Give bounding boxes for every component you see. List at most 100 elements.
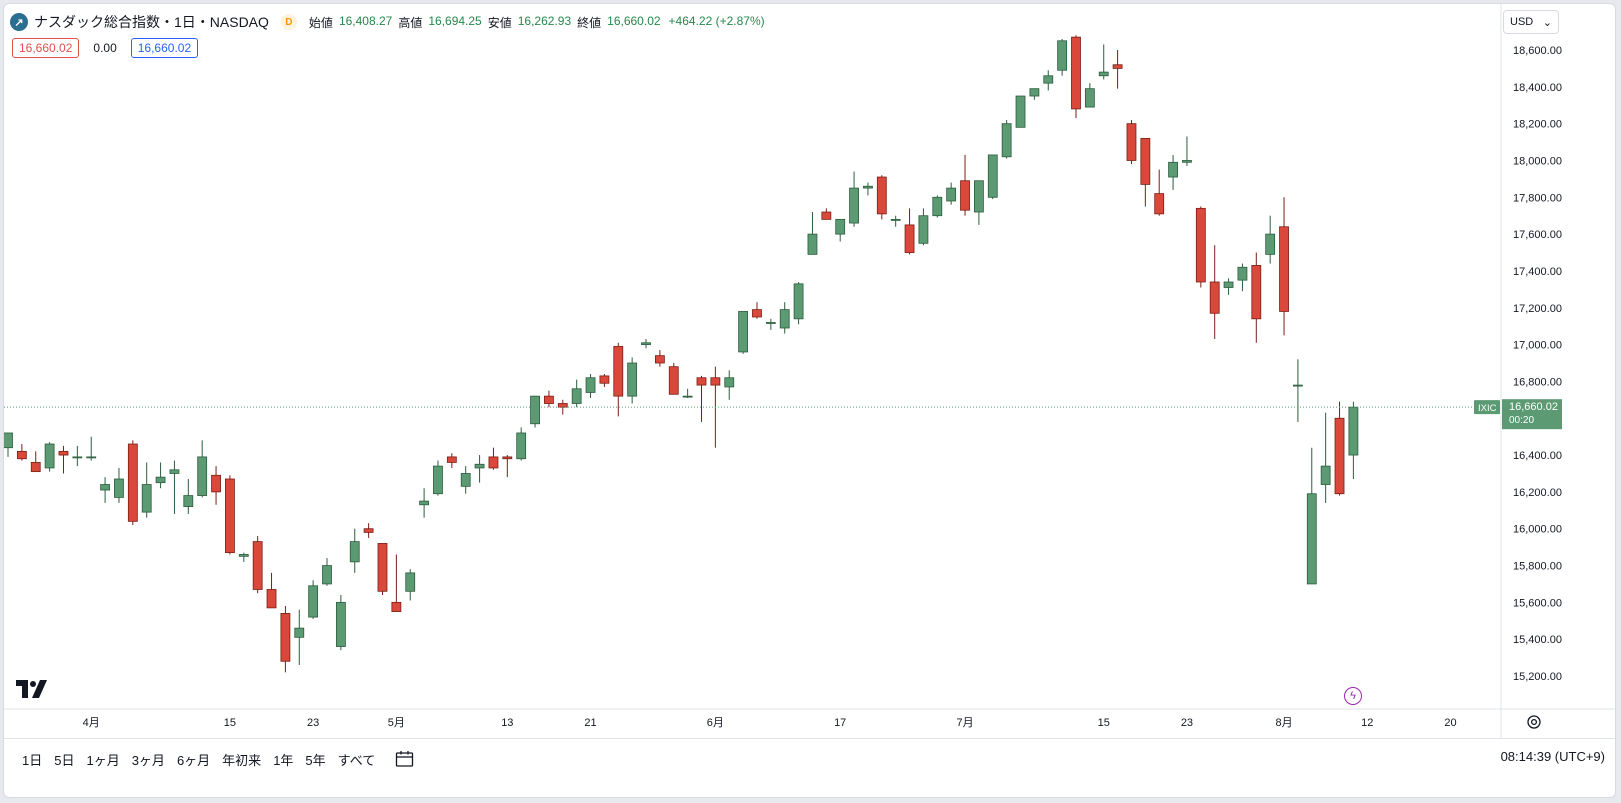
candle-body <box>641 342 651 345</box>
candle-body <box>30 462 41 473</box>
tradingview-logo-icon[interactable] <box>16 680 48 698</box>
candle <box>1126 119 1137 165</box>
candle-body <box>752 309 762 318</box>
time-tick-label: 20 <box>1444 717 1456 729</box>
range-button[interactable]: 5年 <box>305 752 326 768</box>
candle <box>585 374 596 398</box>
candle-body <box>904 224 915 253</box>
price-tick-label: 17,800.00 <box>1513 192 1562 204</box>
candle-body <box>1140 137 1151 185</box>
candle-body <box>266 589 277 609</box>
candle-body <box>613 346 624 397</box>
time-tick-label: 6月 <box>707 717 724 729</box>
candle-body <box>1293 384 1303 387</box>
low-value: 16,262.93 <box>517 13 572 28</box>
buy-price-button[interactable]: 16,660.02 <box>130 38 199 58</box>
candle-body <box>1015 95 1026 128</box>
time-tick-label: 17 <box>834 717 846 729</box>
candle-body <box>322 565 332 585</box>
range-button[interactable]: 1ヶ月 <box>86 752 120 768</box>
candle <box>793 281 804 325</box>
time-tick-label: 21 <box>584 717 596 729</box>
candle <box>682 388 693 398</box>
candle <box>1098 44 1109 80</box>
candle-body <box>1168 161 1178 178</box>
range-button[interactable]: 3ヶ月 <box>131 752 165 768</box>
price-tick-label: 16,200.00 <box>1513 487 1562 499</box>
currency-select[interactable]: USD ⌄ <box>1503 10 1559 34</box>
close-value: 16,660.02 <box>607 13 661 28</box>
last-price-tag: IXIC 16,660.02 00:20 <box>1474 399 1562 430</box>
high-label: 高値 <box>398 15 423 30</box>
range-button[interactable]: 1年 <box>273 752 294 768</box>
time-range-toolbar: 1日 5日 1ヶ月 3ヶ月 6ヶ月 年初来 1年 5年 すべて 08:14:39 (UTC+9) <box>4 738 1615 779</box>
candle-body <box>294 627 305 638</box>
candle <box>363 523 374 538</box>
low-label: 安値 <box>487 15 512 30</box>
candle <box>1182 136 1192 166</box>
price-tick-label: 17,000.00 <box>1513 340 1562 352</box>
symbol-title[interactable]: ナスダック総合指数・1日・NASDAQ <box>34 14 269 30</box>
candle-body <box>544 395 554 404</box>
time-axis-labels: 4月 15 23 5月 13 21 6月 17 7月 15 23 8月 12 20 <box>83 717 1457 729</box>
candle <box>724 370 735 400</box>
candle-body <box>1237 266 1248 281</box>
sell-price-button[interactable]: 16,660.02 <box>12 38 80 58</box>
candle <box>738 311 749 354</box>
candle <box>169 460 180 514</box>
candle-body <box>1320 465 1331 485</box>
price-tag-bg <box>1502 399 1562 430</box>
candle <box>16 444 27 461</box>
price-tick-label: 18,000.00 <box>1513 155 1562 167</box>
time-tick-label: 4月 <box>83 717 100 729</box>
bar-countdown: 00:20 <box>1509 415 1534 426</box>
range-button[interactable]: 5日 <box>54 752 75 768</box>
price-tick-label: 15,200.00 <box>1513 671 1562 683</box>
candle-body <box>1279 226 1289 312</box>
price-tick-label: 15,800.00 <box>1513 561 1562 573</box>
candle <box>849 171 859 227</box>
candle <box>433 460 443 496</box>
candle <box>30 451 41 473</box>
candle-body <box>696 377 707 386</box>
high-value: 16,694.25 <box>428 13 482 28</box>
data-delay-badge[interactable]: D <box>280 14 297 30</box>
candle-body <box>821 211 832 220</box>
candle <box>835 218 846 242</box>
candle-body <box>502 456 513 460</box>
candle <box>1265 215 1276 264</box>
candle-body <box>1084 88 1095 108</box>
ohlc-values: 始値 16,408.27 高値 16,694.25 安値 16,262.93 終値 16… <box>309 14 765 31</box>
candle-body <box>835 218 846 235</box>
trend-logo-icon: ↗ <box>10 13 28 31</box>
time-tick-label: 7月 <box>956 717 973 729</box>
clock-timezone[interactable]: 08:14:39 (UTC+9) <box>1500 749 1605 764</box>
range-button[interactable]: 年初来 <box>222 752 262 768</box>
chart-canvas[interactable]: 18,600.00 18,400.00 18,200.00 18,000.00 17,8… <box>4 4 1616 738</box>
candle <box>1223 278 1234 295</box>
chart-window: 18,600.00 18,400.00 18,200.00 18,000.00 17,8… <box>3 3 1616 798</box>
candle-body <box>1265 233 1276 255</box>
candle <box>613 342 624 417</box>
calendar-icon[interactable] <box>395 750 415 768</box>
range-button[interactable]: 6ヶ月 <box>176 752 211 768</box>
flash-icon[interactable]: ϟ <box>1344 687 1362 705</box>
chevron-down-icon: ⌄ <box>1542 16 1552 29</box>
range-button[interactable]: すべて <box>337 752 376 768</box>
candle-body <box>363 528 374 533</box>
candle-body <box>280 613 291 662</box>
candle <box>405 569 416 601</box>
price-tick-label: 17,200.00 <box>1513 303 1562 315</box>
gear-icon[interactable] <box>1526 714 1542 730</box>
time-tick-label: 12 <box>1361 717 1373 729</box>
time-tick-label: 15 <box>224 717 236 729</box>
candle-body <box>668 366 679 395</box>
candle-body <box>1195 207 1206 283</box>
candles-group <box>4 35 1359 673</box>
range-button[interactable]: 1日 <box>22 752 43 768</box>
candle <box>807 212 818 255</box>
candle-body <box>72 456 83 459</box>
candle-body <box>86 456 97 459</box>
candle-body <box>155 476 166 484</box>
candle-body <box>1001 123 1012 158</box>
